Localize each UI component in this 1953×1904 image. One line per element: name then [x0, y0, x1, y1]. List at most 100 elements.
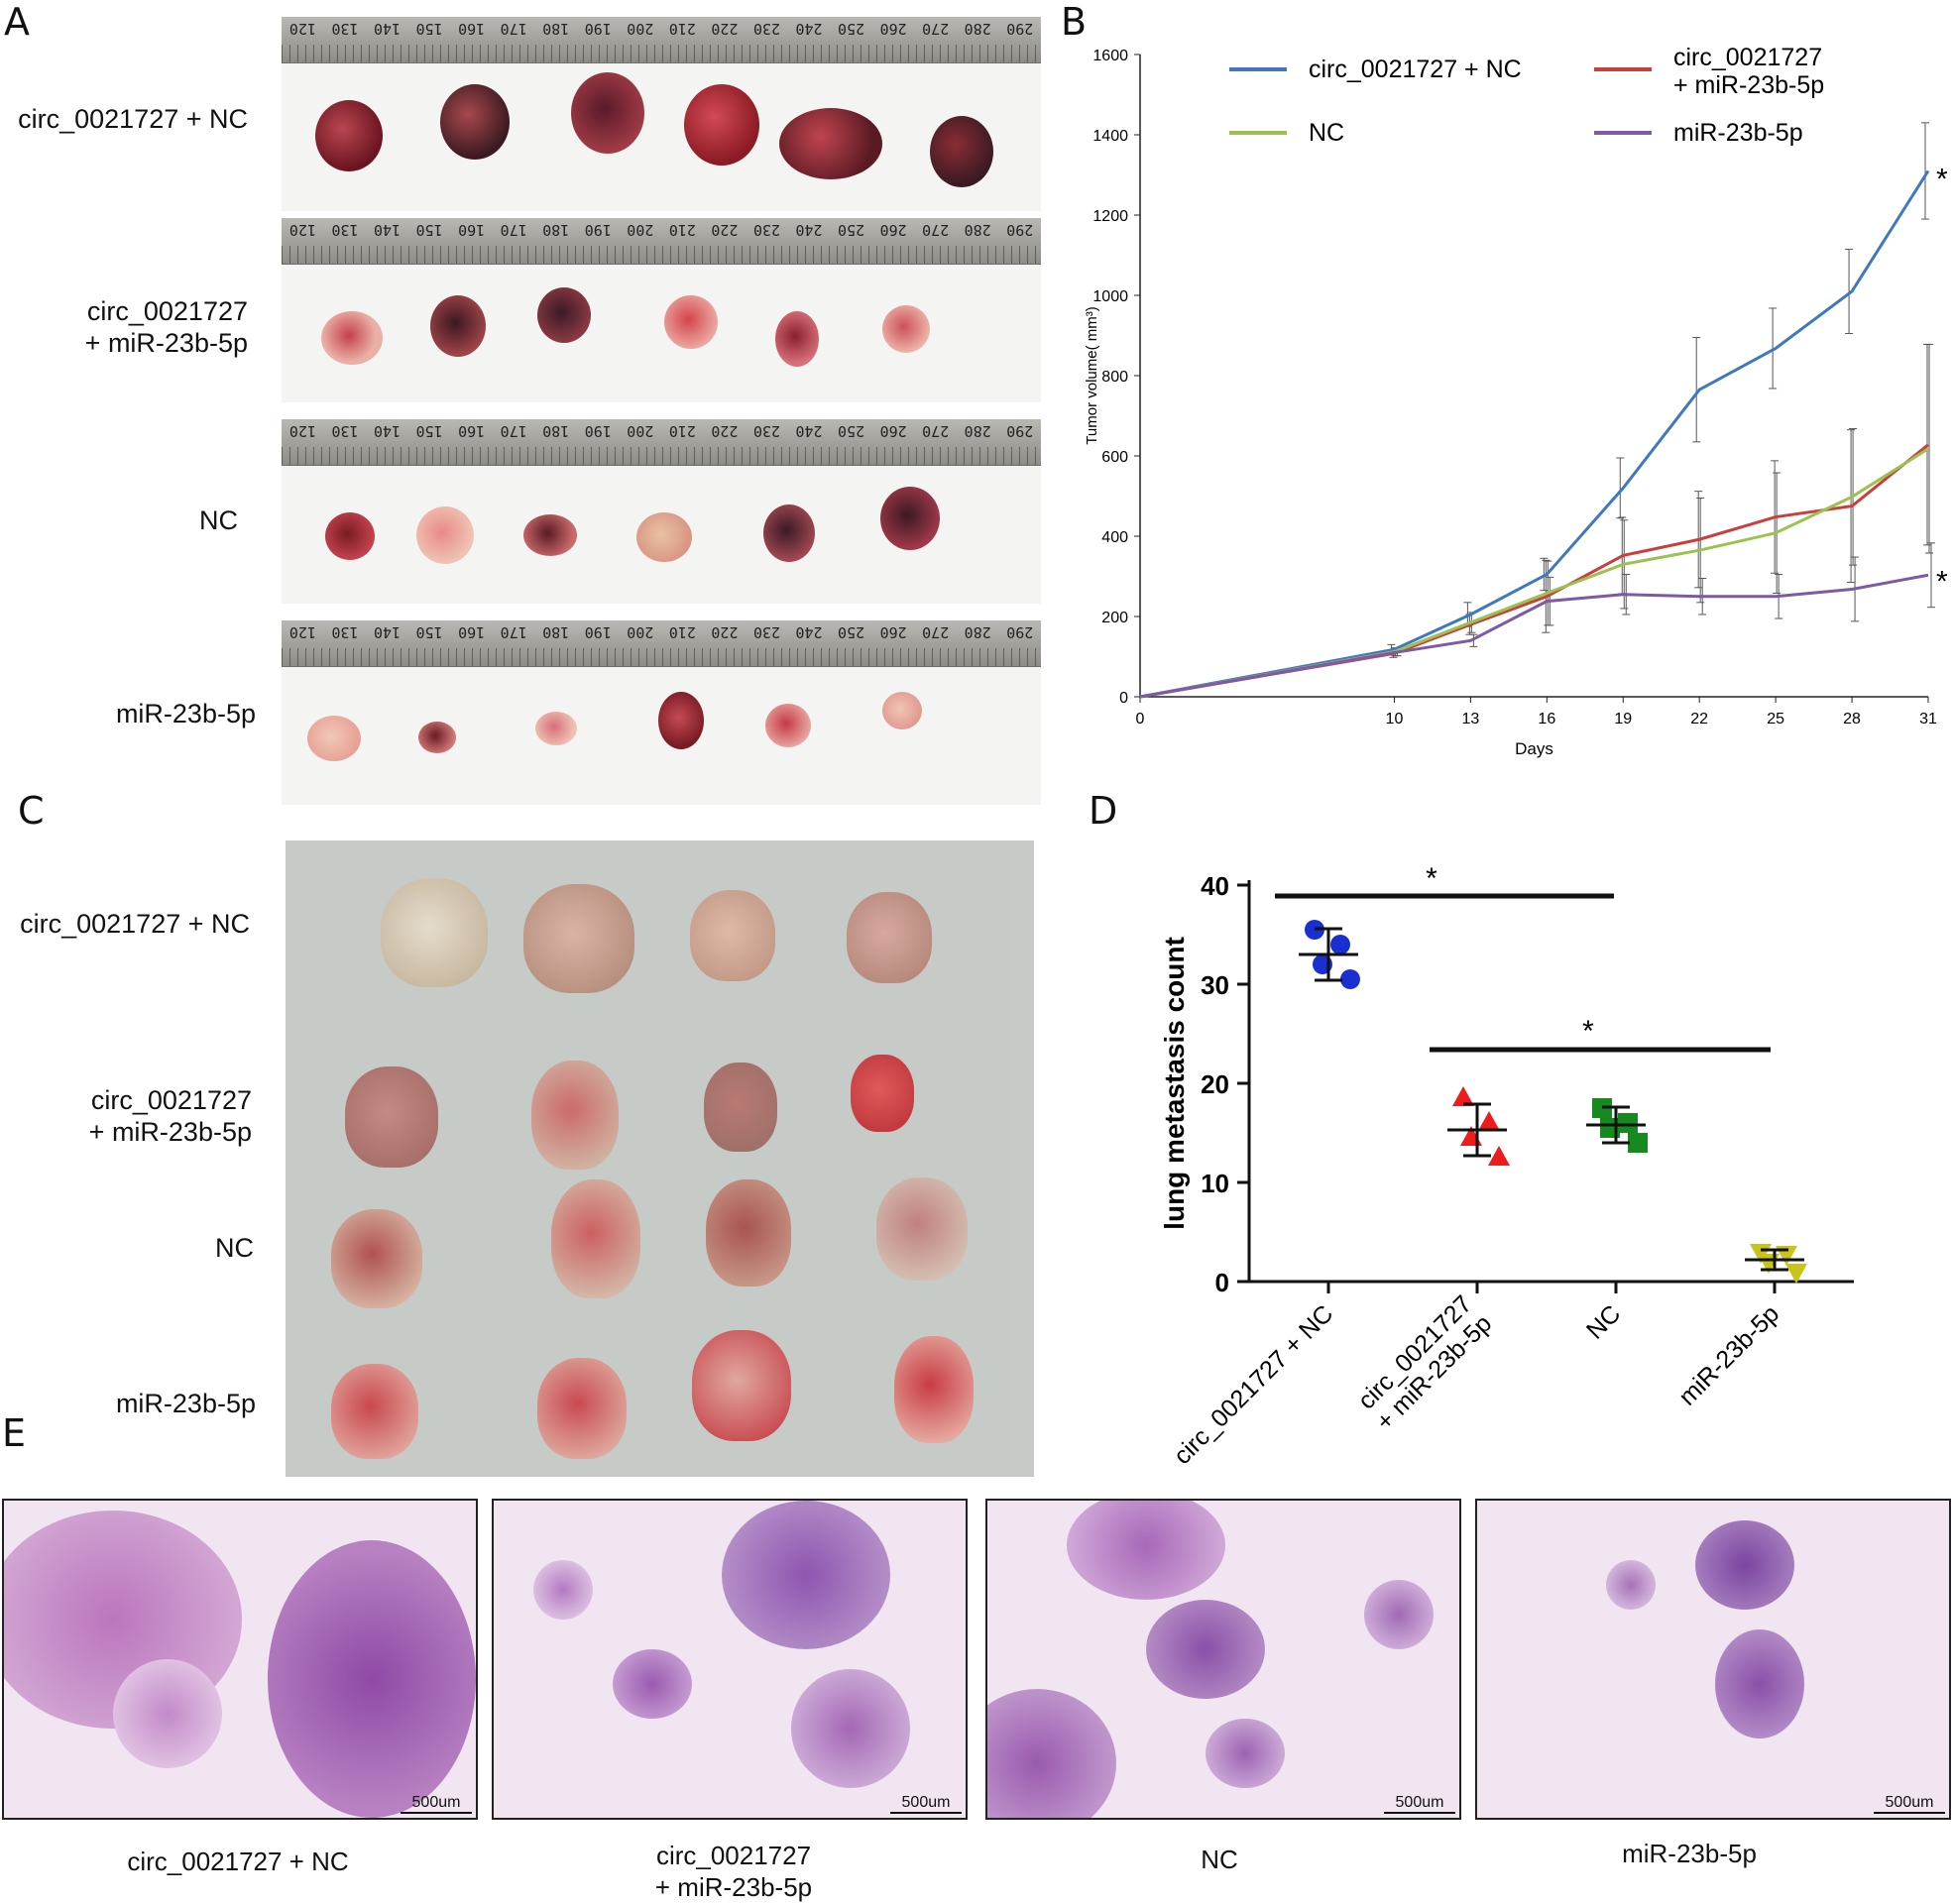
- lung: [706, 1179, 791, 1287]
- chart-b-y-label: Tumor volume( mm³): [1084, 306, 1100, 444]
- panel-letter-e: E: [2, 1411, 27, 1455]
- panel-a-row-2-line-2: + miR-23b-5p: [84, 328, 248, 358]
- chart-d-category-label: miR-23b-5p: [1673, 1299, 1784, 1410]
- chart-d-category-label-line: NC: [1581, 1299, 1626, 1344]
- tumor: [416, 506, 474, 564]
- chart-b-series-line: [1139, 447, 1929, 699]
- panel-a-row-2-line-1: circ_0021727: [86, 296, 248, 326]
- legend-label: + miR-23b-5p: [1673, 71, 1824, 99]
- tumor-volume-chart: 0 200 400 600 800 1000 1200 1400 1600 0 10 13 16 19 22…: [1084, 44, 1948, 758]
- tumor: [315, 100, 383, 171]
- panel-c-row-2-line-2: + miR-23b-5p: [88, 1117, 252, 1147]
- chart-b-x-tick-label: 31: [1919, 711, 1937, 728]
- chart-b-x-tick-label: 16: [1538, 711, 1555, 728]
- panel-c-row-label-1: circ_0021727 + NC: [6, 908, 250, 940]
- tumor: [763, 504, 815, 562]
- chart-d-category-label-line: circ_0021727 + NC: [1169, 1299, 1339, 1470]
- lung: [331, 1209, 422, 1308]
- tumor: [636, 512, 692, 562]
- chart-d-category-label-line: miR-23b-5p: [1673, 1299, 1784, 1410]
- lung: [847, 892, 932, 983]
- panel-a-row-label-1: circ_0021727 + NC: [6, 103, 248, 135]
- chart-b-y-tick-label: 200: [1101, 610, 1128, 626]
- panel-a-row-label-2: circ_0021727 + miR-23b-5p: [6, 295, 248, 359]
- chart-b-y-tick-label: 1000: [1092, 288, 1128, 305]
- chart-d-y-tick-label: 20: [1201, 1069, 1229, 1099]
- tumor: [664, 295, 718, 349]
- lung: [704, 1063, 777, 1152]
- panel-letter-b: B: [1061, 0, 1088, 44]
- chart-b-significance-2: *: [1936, 565, 1948, 598]
- chart-d-significance-1: *: [1426, 862, 1437, 895]
- chart-b-y-tick-label: 600: [1101, 449, 1128, 466]
- chart-d-point: [1452, 1086, 1474, 1106]
- ruler-numbers: 290 280 270 260 250 240 230 220 210 200 190 180 170 1…: [288, 20, 1034, 38]
- chart-d-point: [1488, 1146, 1510, 1166]
- chart-b-y-tick-label: 400: [1101, 529, 1128, 546]
- chart-b-series-line: [1139, 169, 1930, 699]
- legend-label: circ_0021727: [1673, 44, 1822, 71]
- tumor: [325, 512, 375, 560]
- lung: [876, 1177, 968, 1281]
- chart-b-y-tick-label: 0: [1119, 690, 1128, 707]
- histology-caption-4: miR-23b-5p: [1511, 1838, 1868, 1869]
- panel-a-row-4-line-1: miR-23b-5p: [115, 699, 256, 728]
- tumor: [535, 712, 577, 745]
- panel-letter-c: C: [18, 789, 45, 833]
- histology-caption-1: circ_0021727 + NC: [59, 1846, 416, 1877]
- tumor: [880, 487, 940, 550]
- tumor-photo-row-4: 290 280 270 260 250 240 230 220 210 200 190 180 170 1…: [282, 620, 1041, 805]
- panel-letter-d: D: [1089, 789, 1118, 833]
- chart-b-series-line: [1139, 573, 1929, 699]
- chart-d-y-tick-label: 10: [1201, 1169, 1229, 1198]
- lung: [692, 1330, 791, 1441]
- ruler: 290 280 270 260 250 240 230 220 210 200 190 180 170 1…: [282, 17, 1041, 63]
- chart-b-y-tick-label: 800: [1101, 369, 1128, 386]
- tumor: [930, 116, 993, 187]
- chart-d-point: [1340, 969, 1360, 989]
- tumor: [775, 311, 819, 367]
- panel-c-row-1-line-1: circ_0021727 + NC: [20, 909, 250, 939]
- tumor: [537, 287, 591, 343]
- chart-d-y-label: lung metastasis count: [1159, 937, 1190, 1230]
- tumor: [571, 72, 644, 154]
- chart-d-point: [1785, 1264, 1807, 1284]
- histology-caption-2: circ_0021727 + miR-23b-5p: [555, 1840, 912, 1903]
- panel-a-row-3-line-1: NC: [199, 505, 238, 535]
- chart-b-series-line: [1139, 443, 1929, 699]
- lung: [523, 884, 634, 993]
- tumor: [658, 692, 704, 749]
- chart-d-point: [1478, 1111, 1500, 1131]
- lung: [331, 1364, 418, 1459]
- ruler: 290 280 270 260 250 240 230 220 210 200 190 180 170 1…: [282, 620, 1041, 667]
- histology-caption-2-line-1: circ_0021727: [655, 1841, 812, 1870]
- chart-b-x-tick-label: 13: [1461, 711, 1479, 728]
- chart-b-x-tick-label: 19: [1614, 711, 1632, 728]
- tumor-photo-row-3: 290 280 270 260 250 240 230 220 210 200 190 180 170 1…: [282, 419, 1041, 604]
- ruler: 290 280 270 260 250 240 230 220 210 200 190 180 170 1…: [282, 218, 1041, 265]
- scale-bar: 500um: [1384, 1794, 1455, 1814]
- histology-caption-4-line-1: miR-23b-5p: [1622, 1839, 1757, 1868]
- tumor: [684, 84, 759, 166]
- tumor: [307, 716, 361, 761]
- lung: [894, 1336, 974, 1443]
- chart-d-point: [1330, 935, 1350, 954]
- panel-a-row-label-3: NC: [6, 504, 238, 536]
- chart-d-significance-2: *: [1582, 1015, 1594, 1048]
- scale-bar: 500um: [1874, 1794, 1945, 1814]
- panel-c-row-label-3: NC: [6, 1232, 254, 1264]
- tumor: [882, 692, 922, 729]
- chart-b-y-tick-label: 1400: [1092, 128, 1128, 145]
- panel-c-row-2-line-1: circ_0021727: [90, 1085, 252, 1115]
- chart-d-category-label: NC: [1581, 1299, 1626, 1344]
- legend-label: miR-23b-5p: [1673, 119, 1803, 147]
- ruler-numbers: 290 280 270 260 250 240 230 220 210 200 190 180 170 1…: [288, 623, 1034, 641]
- panel-c-row-label-4: miR-23b-5p: [6, 1388, 256, 1419]
- panel-c-row-label-2: circ_0021727 + miR-23b-5p: [6, 1084, 252, 1148]
- ruler-numbers: 290 280 270 260 250 240 230 220 210 200 190 180 170 1…: [288, 221, 1034, 239]
- chart-d-point: [1628, 1133, 1648, 1153]
- histology-image-3: 500um: [985, 1499, 1461, 1820]
- panel-a-row-label-4: miR-23b-5p: [6, 698, 256, 729]
- histology-image-1: 500um: [2, 1499, 478, 1820]
- panel-c-row-4-line-1: miR-23b-5p: [115, 1389, 256, 1418]
